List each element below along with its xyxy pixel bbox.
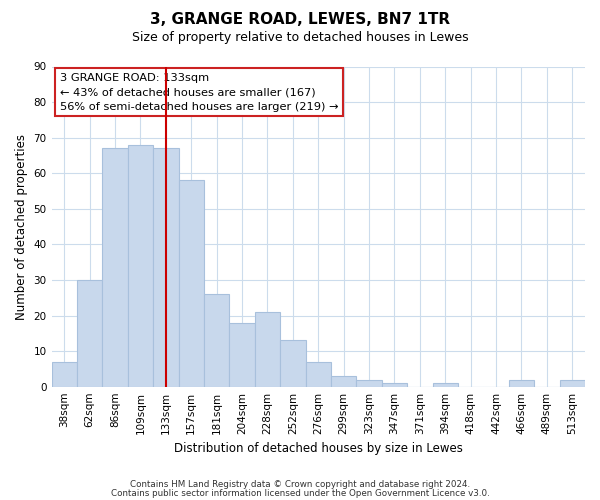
Bar (77, 280, 103, 386)
Bar (560, 380, 585, 386)
X-axis label: Distribution of detached houses by size in Lewes: Distribution of detached houses by size … (174, 442, 463, 455)
Bar (153, 148, 179, 386)
Text: Size of property relative to detached houses in Lewes: Size of property relative to detached ho… (131, 31, 469, 44)
Bar (179, 180, 204, 386)
Bar (433, 383, 458, 386)
Y-axis label: Number of detached properties: Number of detached properties (15, 134, 28, 320)
Bar (280, 340, 305, 386)
Text: Contains HM Land Registry data © Crown copyright and database right 2024.: Contains HM Land Registry data © Crown c… (130, 480, 470, 489)
Bar (305, 362, 331, 386)
Bar (204, 294, 229, 386)
Bar (382, 383, 407, 386)
Text: 3, GRANGE ROAD, LEWES, BN7 1TR: 3, GRANGE ROAD, LEWES, BN7 1TR (150, 12, 450, 28)
Bar (52, 362, 77, 386)
Bar (356, 380, 382, 386)
Bar (103, 148, 128, 386)
Bar (255, 312, 280, 386)
Bar (128, 145, 153, 386)
Text: Contains public sector information licensed under the Open Government Licence v3: Contains public sector information licen… (110, 488, 490, 498)
Bar (331, 376, 356, 386)
Bar (509, 380, 534, 386)
Bar (229, 322, 255, 386)
Text: 3 GRANGE ROAD: 133sqm
← 43% of detached houses are smaller (167)
56% of semi-det: 3 GRANGE ROAD: 133sqm ← 43% of detached … (59, 73, 338, 112)
